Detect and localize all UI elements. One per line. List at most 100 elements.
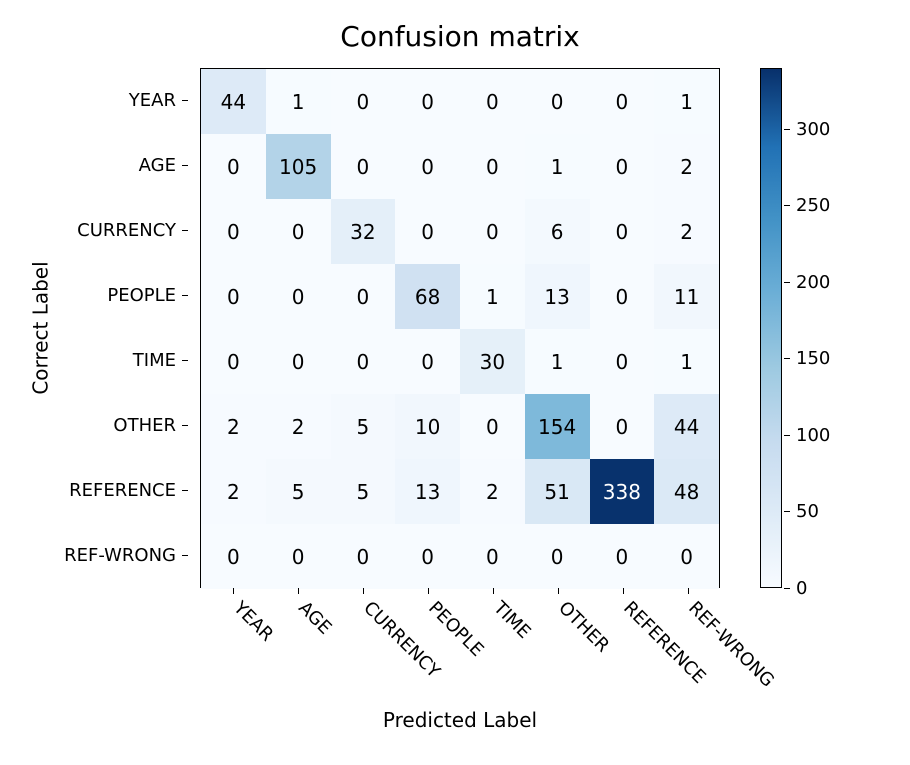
- colorbar-tick-label: 150: [796, 348, 830, 369]
- heatmap-row: 003200602: [201, 199, 719, 264]
- heatmap-cell: 6: [525, 199, 590, 264]
- heatmap-cell: 1: [525, 134, 590, 199]
- heatmap-cell: 1: [654, 329, 719, 394]
- heatmap-cell: 1: [525, 329, 590, 394]
- y-tick-label: AGE: [139, 155, 176, 176]
- x-tick-mark: [363, 588, 364, 594]
- heatmap-cell: 0: [590, 524, 655, 589]
- confusion-matrix-chart: Confusion matrix Correct Label 441000001…: [20, 20, 890, 745]
- heatmap-row: 000030101: [201, 329, 719, 394]
- colorbar-tick-mark: [784, 511, 790, 512]
- heatmap-cell: 32: [331, 199, 396, 264]
- heatmap-cell: 105: [266, 134, 331, 199]
- colorbar-tick-label: 300: [796, 119, 830, 140]
- x-tick: YEAR: [200, 588, 265, 594]
- heatmap-cell: 0: [331, 524, 396, 589]
- heatmap-row: 00000000: [201, 524, 719, 589]
- y-tick-label: YEAR: [129, 90, 176, 111]
- chart-title: Confusion matrix: [200, 20, 720, 53]
- x-tick-mark: [493, 588, 494, 594]
- heatmap-row: 2551325133848: [201, 459, 719, 524]
- heatmap-cell: 11: [654, 264, 719, 329]
- colorbar-tick: 0: [784, 578, 844, 598]
- heatmap-cell: 0: [460, 134, 525, 199]
- x-tick-label: PEOPLE: [424, 597, 487, 660]
- y-tick: TIME: [20, 328, 188, 393]
- heatmap-cell: 1: [266, 69, 331, 134]
- x-tick: OTHER: [525, 588, 590, 594]
- heatmap-cell: 0: [266, 264, 331, 329]
- colorbar-tick-mark: [784, 588, 790, 589]
- heatmap-cell: 0: [460, 199, 525, 264]
- colorbar-tick-mark: [784, 205, 790, 206]
- heatmap-cell: 5: [266, 459, 331, 524]
- heatmap-cell: 48: [654, 459, 719, 524]
- x-tick: CURRENCY: [330, 588, 395, 594]
- colorbar-tick-mark: [784, 129, 790, 130]
- colorbar-tick-label: 200: [796, 272, 830, 293]
- y-tick-mark: [182, 230, 188, 231]
- heatmap-cell: 0: [201, 199, 266, 264]
- heatmap-cell: 13: [395, 459, 460, 524]
- heatmap-cell: 2: [460, 459, 525, 524]
- colorbar-tick: 250: [784, 196, 844, 216]
- heatmap-cell: 0: [201, 264, 266, 329]
- heatmap-cell: 1: [654, 69, 719, 134]
- heatmap-cell: 0: [331, 264, 396, 329]
- heatmap-cell: 10: [395, 394, 460, 459]
- y-tick-mark: [182, 360, 188, 361]
- x-tick-label: YEAR: [229, 597, 277, 645]
- y-tick-mark: [182, 425, 188, 426]
- heatmap-cell: 0: [460, 394, 525, 459]
- heatmap-cell: 0: [266, 329, 331, 394]
- heatmap-cell: 2: [654, 199, 719, 264]
- colorbar-tick: 200: [784, 272, 844, 292]
- x-tick-label: OTHER: [554, 597, 613, 656]
- heatmap-cell: 0: [395, 134, 460, 199]
- y-tick: CURRENCY: [20, 198, 188, 263]
- heatmap-cell: 0: [395, 199, 460, 264]
- heatmap-cell: 44: [654, 394, 719, 459]
- x-tick: AGE: [265, 588, 330, 594]
- colorbar-tick-label: 0: [796, 578, 807, 599]
- heatmap-cell: 0: [590, 264, 655, 329]
- heatmap-cell: 5: [331, 459, 396, 524]
- y-tick: YEAR: [20, 68, 188, 133]
- x-tick-label: TIME: [489, 597, 534, 642]
- y-tick-mark: [182, 490, 188, 491]
- heatmap-cell: 0: [201, 134, 266, 199]
- y-tick: REFERENCE: [20, 458, 188, 523]
- colorbar-tick: 150: [784, 349, 844, 369]
- heatmap-row: 441000001: [201, 69, 719, 134]
- heatmap-cell: 0: [460, 524, 525, 589]
- heatmap-row: 225100154044: [201, 394, 719, 459]
- heatmap-cell: 0: [395, 524, 460, 589]
- heatmap-grid: 4410000010105000102003200602000681130110…: [200, 68, 720, 588]
- heatmap-cell: 44: [201, 69, 266, 134]
- heatmap-cell: 0: [590, 329, 655, 394]
- y-tick-label: REF-WRONG: [64, 545, 176, 566]
- y-tick-label: REFERENCE: [69, 480, 176, 501]
- colorbar-tick-mark: [784, 282, 790, 283]
- heatmap-cell: 1: [460, 264, 525, 329]
- heatmap-cell: 2: [654, 134, 719, 199]
- y-tick-label: TIME: [133, 350, 176, 371]
- heatmap-cell: 13: [525, 264, 590, 329]
- heatmap-cell: 0: [590, 69, 655, 134]
- colorbar-tick-label: 100: [796, 425, 830, 446]
- colorbar-tick-label: 50: [796, 501, 819, 522]
- heatmap-cell: 0: [395, 69, 460, 134]
- y-tick: REF-WRONG: [20, 523, 188, 588]
- y-tick-label: CURRENCY: [77, 220, 176, 241]
- y-tick: OTHER: [20, 393, 188, 458]
- y-tick-mark: [182, 165, 188, 166]
- colorbar-tick: 50: [784, 502, 844, 522]
- heatmap-row: 0105000102: [201, 134, 719, 199]
- x-tick: REFERENCE: [590, 588, 655, 594]
- x-tick-mark: [233, 588, 234, 594]
- x-tick-mark: [298, 588, 299, 594]
- heatmap-cell: 338: [590, 459, 655, 524]
- heatmap-cell: 0: [331, 69, 396, 134]
- heatmap-cell: 0: [266, 524, 331, 589]
- heatmap-cell: 0: [590, 134, 655, 199]
